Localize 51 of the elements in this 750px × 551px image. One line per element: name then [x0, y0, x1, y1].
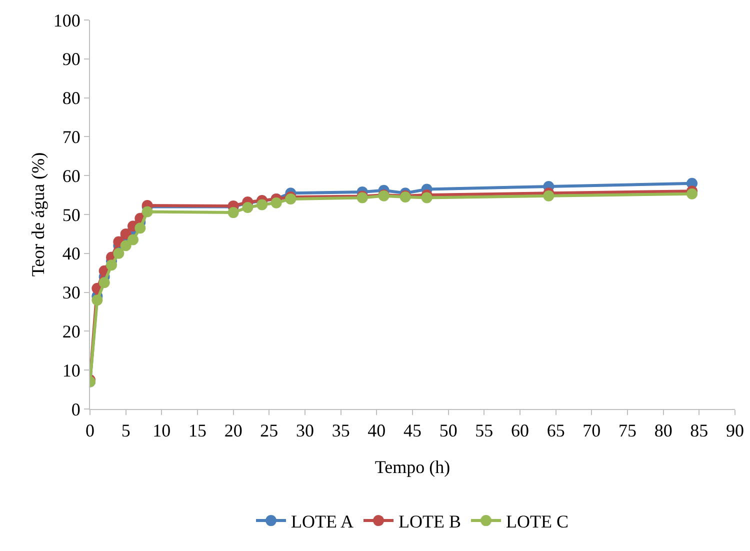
- point: [421, 192, 432, 204]
- x-tick-label: 55: [475, 420, 494, 441]
- x-tick-label: 20: [224, 420, 242, 441]
- x-tick-label: 75: [618, 420, 636, 441]
- point: [98, 277, 110, 288]
- x-tick-label: 40: [368, 420, 386, 441]
- y-axis-title: Teor de água (%): [28, 152, 48, 277]
- x-tick-label: 85: [690, 420, 708, 441]
- point: [228, 207, 239, 218]
- x-tick-label: 90: [726, 420, 744, 441]
- y-tick-label: 50: [62, 204, 80, 225]
- point: [92, 294, 103, 306]
- point: [256, 199, 268, 210]
- point: [270, 197, 282, 208]
- y-tick-label: 90: [62, 49, 80, 70]
- x-tick-label: 15: [188, 420, 206, 441]
- legend-label: LOTE A: [291, 512, 354, 532]
- point: [106, 260, 117, 271]
- x-axis-title: Tempo (h): [374, 457, 450, 477]
- point: [128, 234, 138, 246]
- x-tick-label: 35: [332, 420, 350, 441]
- point: [686, 188, 698, 200]
- point: [120, 240, 132, 252]
- y-tick-label: 100: [53, 10, 80, 30]
- y-tick-label: 80: [62, 88, 80, 108]
- point: [242, 202, 254, 213]
- y-tick-label: 30: [62, 282, 80, 303]
- y-tick-label: 0: [71, 399, 80, 420]
- y-tick-label: 10: [62, 360, 80, 380]
- y-tick-label: 20: [62, 322, 80, 342]
- point: [120, 228, 132, 240]
- x-tick-label: 60: [511, 420, 529, 441]
- x-tick-label: 70: [582, 420, 601, 441]
- point: [134, 222, 146, 234]
- y-tick-label: 60: [62, 166, 80, 186]
- x-tick-label: 25: [260, 420, 278, 441]
- point: [113, 248, 124, 259]
- x-tick-label: 5: [121, 420, 130, 441]
- point: [142, 206, 153, 218]
- legend-label: LOTE B: [398, 512, 461, 532]
- point: [543, 190, 554, 202]
- x-tick-label: 30: [296, 420, 314, 441]
- x-tick-label: 0: [86, 420, 94, 441]
- y-tick-label: 70: [62, 127, 80, 147]
- x-tick-label: 45: [404, 420, 422, 441]
- x-tick-label: 65: [546, 420, 565, 441]
- x-tick-label: 80: [654, 420, 672, 441]
- legend-label: LOTE C: [506, 512, 568, 532]
- y-tick-label: 40: [62, 244, 80, 264]
- x-tick-label: 50: [439, 420, 458, 441]
- x-tick-label: 10: [152, 420, 171, 441]
